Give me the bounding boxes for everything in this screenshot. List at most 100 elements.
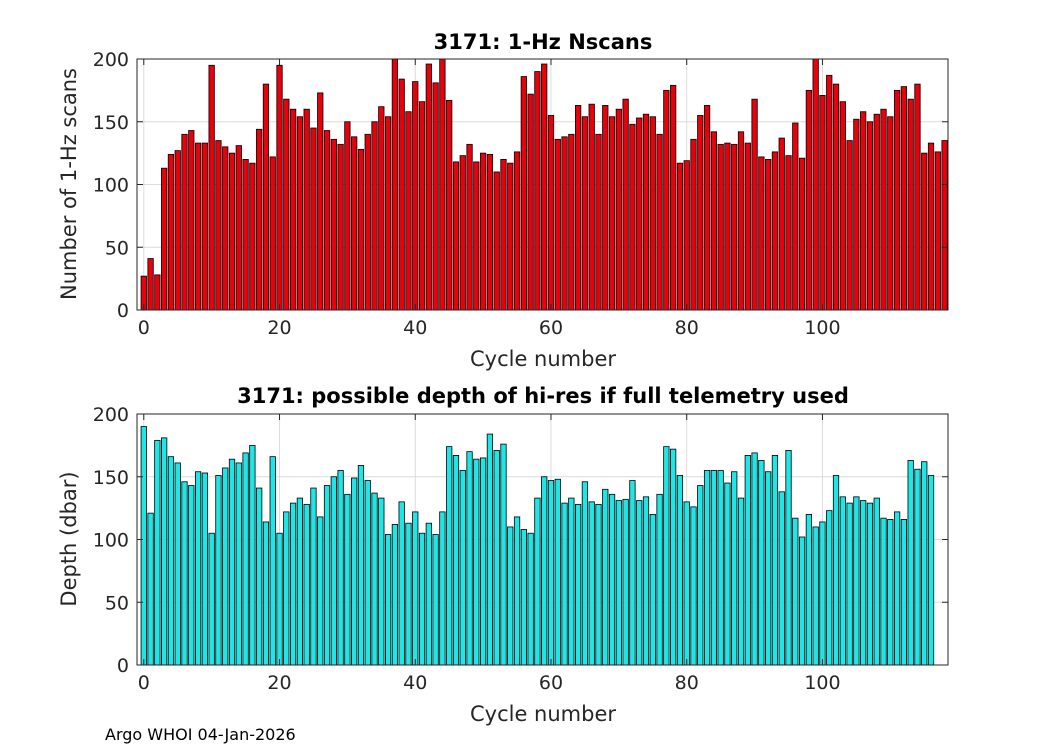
bar — [785, 155, 792, 311]
bar — [337, 143, 344, 311]
bar — [161, 437, 168, 666]
bar — [812, 58, 819, 311]
x-tick-label: 20 — [267, 672, 291, 694]
bar — [792, 517, 799, 666]
bar — [527, 532, 534, 666]
bar — [724, 142, 731, 311]
bar — [832, 83, 840, 311]
y-tick-label: 200 — [93, 49, 129, 71]
bar — [140, 426, 147, 666]
y-tick-label: 150 — [93, 467, 129, 489]
bar — [398, 501, 405, 666]
bar — [317, 516, 324, 666]
bar — [296, 116, 303, 311]
bar — [731, 143, 738, 311]
bar — [391, 58, 399, 311]
bar — [703, 105, 711, 311]
bar — [690, 506, 697, 666]
bar — [839, 496, 846, 666]
x-tick-label: 40 — [403, 672, 427, 694]
bar — [636, 117, 643, 311]
bar — [866, 502, 874, 666]
bar — [194, 142, 202, 311]
bar — [215, 475, 222, 666]
bar — [364, 480, 371, 666]
bar — [534, 497, 541, 666]
bar — [819, 521, 826, 666]
bar — [520, 76, 527, 311]
bar — [642, 113, 650, 311]
bar — [588, 103, 595, 311]
bar — [534, 71, 541, 311]
bar — [819, 94, 826, 311]
bar — [703, 470, 711, 666]
bar — [921, 152, 928, 311]
bar — [724, 482, 731, 666]
bar — [452, 455, 460, 666]
bar — [853, 496, 860, 666]
x-tick-label: 80 — [675, 672, 699, 694]
bar — [914, 83, 921, 311]
bar — [670, 84, 677, 311]
bar — [765, 158, 772, 311]
bar — [507, 526, 514, 666]
bar — [846, 502, 853, 666]
bar — [425, 522, 432, 666]
bar — [846, 140, 853, 311]
bar — [853, 118, 860, 311]
bar — [927, 475, 935, 666]
bar — [357, 148, 365, 311]
bar — [269, 156, 276, 311]
bar — [337, 470, 344, 666]
bar — [832, 475, 840, 666]
bar — [188, 130, 195, 311]
bar — [873, 113, 880, 311]
bar — [466, 451, 473, 666]
bar — [412, 81, 419, 311]
bar — [927, 142, 935, 311]
ticks: 0 20 40 60 80 100 0 50 100 150 200 — [93, 49, 948, 339]
nscans-chart: 0 20 40 60 80 100 0 50 100 150 200 3171: 1-Hz Nsca… — [57, 30, 949, 371]
bar — [371, 492, 378, 666]
bar — [378, 497, 385, 666]
bar — [758, 156, 765, 311]
bar — [778, 137, 785, 311]
bar — [486, 153, 494, 311]
bar — [581, 481, 589, 666]
bar — [547, 115, 555, 311]
bar — [656, 493, 663, 666]
x-tick-label: 40 — [403, 317, 427, 339]
bar — [656, 133, 663, 311]
bar — [480, 152, 487, 311]
bar — [717, 470, 724, 666]
bar — [493, 171, 500, 311]
bar — [778, 491, 785, 666]
bar — [683, 160, 690, 311]
x-tick-label: 0 — [138, 672, 150, 694]
bar — [391, 524, 399, 666]
bar — [900, 519, 908, 666]
y-tick-label: 0 — [117, 300, 129, 322]
bar — [364, 133, 371, 311]
bar — [208, 64, 215, 311]
bar — [785, 449, 792, 666]
bar — [860, 111, 867, 311]
x-tick-label: 60 — [539, 672, 563, 694]
bar — [357, 465, 365, 666]
bar — [405, 522, 412, 666]
y-tick-label: 50 — [105, 592, 129, 614]
bar — [826, 510, 833, 666]
bar — [602, 105, 609, 311]
bar — [608, 493, 616, 666]
bar — [283, 98, 290, 311]
bar — [887, 519, 894, 666]
bar — [541, 63, 548, 311]
bar — [256, 487, 263, 666]
bar — [941, 140, 948, 311]
bar — [167, 456, 175, 666]
x-tick-label: 100 — [804, 672, 840, 694]
bar — [744, 455, 751, 666]
bar — [378, 106, 385, 311]
bar — [527, 93, 534, 311]
